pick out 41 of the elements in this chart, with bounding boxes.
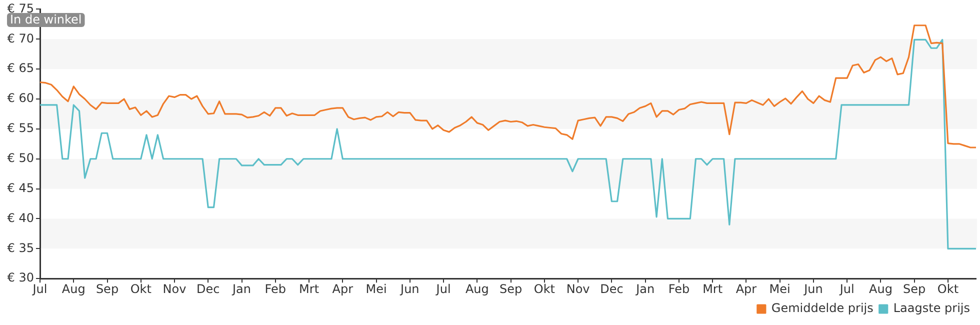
y-tick-label: € 40 — [7, 210, 34, 225]
x-tick-label: Apr — [736, 282, 757, 296]
x-tick-label: Sep — [96, 282, 119, 296]
x-tick-label: Mei — [366, 282, 387, 296]
x-tick-label: Jan — [635, 282, 655, 296]
x-tick-label: Sep — [903, 282, 926, 296]
y-tick-label: € 60 — [7, 91, 34, 106]
x-tick-label: Sep — [499, 282, 522, 296]
x-tick-label: Jun — [803, 282, 823, 296]
x-tick-label: Jul — [32, 282, 48, 296]
y-tick-label: € 75 — [7, 1, 34, 16]
x-tick-label: Aug — [869, 282, 892, 296]
y-tick-label: € 35 — [7, 240, 34, 255]
x-tick-label: Mrt — [299, 282, 320, 296]
x-tick-label: Jul — [838, 282, 854, 296]
x-tick-label: Okt — [534, 282, 556, 296]
x-tick-label: Aug — [465, 282, 489, 296]
x-tick-label: Okt — [130, 282, 152, 296]
x-tick-label: Feb — [668, 282, 690, 296]
y-tick-label: € 70 — [7, 31, 34, 46]
y-tick-label: € 50 — [7, 150, 34, 165]
y-tick-label: € 65 — [7, 61, 34, 76]
x-tick-label: Mrt — [702, 282, 723, 296]
x-tick-label: Nov — [566, 282, 590, 296]
x-tick-label: Apr — [332, 282, 354, 296]
x-tick-label: Jan — [232, 282, 252, 296]
x-tick-label: Jun — [400, 282, 420, 296]
x-tick-label: Nov — [162, 282, 186, 296]
x-tick-label: Jul — [435, 282, 451, 296]
x-tick-label: Mei — [769, 282, 790, 296]
x-tick-label: Okt — [937, 282, 959, 296]
y-tick-label: € 45 — [7, 180, 34, 195]
x-tick-label: Dec — [600, 282, 624, 296]
legend-label: Laagste prijs — [893, 301, 970, 316]
annotation: In de winkel — [10, 12, 82, 27]
x-tick-label: Dec — [196, 282, 220, 296]
x-tick-label: Feb — [264, 282, 286, 296]
y-tick-label: € 30 — [7, 270, 34, 285]
y-tick-label: € 55 — [7, 121, 34, 136]
legend-label: Gemiddelde prijs — [771, 301, 874, 316]
x-tick-label: Aug — [62, 282, 86, 296]
